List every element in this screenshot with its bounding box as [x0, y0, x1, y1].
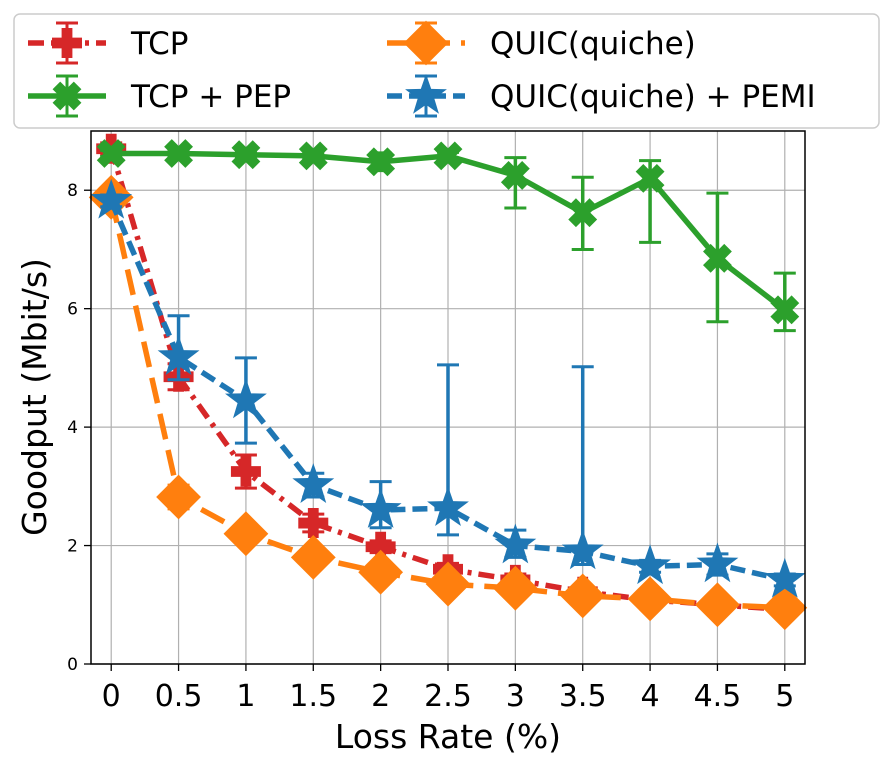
- legend-marker: [403, 20, 449, 66]
- x-tick-label: 2: [371, 679, 390, 714]
- legend-label: TCP: [130, 26, 188, 62]
- legend: TCP QUIC(quiche) TCP + PEP QUIC(quiche) + P…: [13, 13, 880, 129]
- data-point: [762, 585, 808, 631]
- data-point: [298, 141, 328, 171]
- x-tick-label: 2.5: [424, 679, 472, 714]
- y-tick-label: 8: [67, 181, 78, 201]
- y-tick-label: 6: [67, 300, 78, 320]
- data-point: [561, 529, 604, 570]
- x-tick-label: 3.5: [559, 679, 607, 714]
- data-point: [635, 163, 665, 193]
- data-point: [695, 582, 740, 628]
- x-tick-label: 5: [775, 679, 794, 714]
- data-point: [90, 178, 133, 219]
- legend-marker: [405, 74, 447, 114]
- data-point: [365, 531, 396, 562]
- data-point: [225, 378, 267, 419]
- x-tick-label: 1.5: [289, 679, 337, 714]
- x-tick-label: 4.5: [694, 679, 742, 714]
- data-point: [157, 335, 200, 376]
- data-point: [223, 511, 269, 557]
- data-point: [703, 243, 732, 273]
- legend-entry: QUIC(quiche) + PEMI: [387, 74, 816, 118]
- legend-marker: [52, 81, 82, 111]
- y-axis-label: Goodput (Mbit/s): [15, 258, 54, 536]
- data-point: [696, 542, 739, 583]
- data-point: [156, 474, 201, 520]
- data-point: [627, 576, 673, 622]
- data-point: [96, 139, 126, 168]
- y-tick-label: 4: [67, 418, 78, 438]
- x-tick-label: 1: [236, 679, 255, 714]
- data-point: [425, 561, 471, 607]
- data-point: [366, 147, 396, 177]
- x-tick-label: 0: [102, 679, 121, 714]
- data-point: [492, 565, 538, 611]
- data-point: [494, 523, 537, 564]
- series-quic-quiche-: [88, 174, 808, 631]
- series-quic-quiche-pemi: [90, 178, 806, 598]
- legend-entry: TCP + PEP: [28, 74, 291, 118]
- data-point: [298, 508, 329, 539]
- legend-box: [13, 13, 880, 129]
- x-tick-label: 4: [641, 679, 660, 714]
- data-point: [763, 557, 806, 598]
- data-point: [164, 139, 193, 168]
- series-tcp-pep: [96, 139, 800, 333]
- axis-ticks: 0 0.5 1 1.5 2 2.5 3 3.5 4 4.5 5 0 2 4 6 8: [67, 181, 794, 714]
- data-point: [770, 295, 800, 325]
- data-point: [359, 488, 402, 528]
- legend-label: QUIC(quiche): [490, 26, 696, 62]
- legend-entry: QUIC(quiche): [387, 20, 696, 66]
- series-layer: [88, 133, 808, 631]
- data-point: [230, 456, 261, 487]
- y-tick-label: 0: [67, 655, 78, 675]
- data-point: [500, 160, 530, 190]
- legend-label: QUIC(quiche) + PEMI: [490, 79, 816, 115]
- data-point: [433, 141, 463, 171]
- data-point: [292, 463, 335, 503]
- data-point: [231, 140, 261, 170]
- legend-marker: [52, 28, 82, 58]
- legend-entry: TCP: [28, 21, 188, 65]
- data-point: [290, 535, 336, 580]
- data-point: [427, 486, 469, 527]
- data-point: [629, 544, 671, 585]
- x-tick-label: 3: [506, 679, 525, 714]
- legend-label: TCP + PEP: [130, 79, 291, 115]
- data-point: [358, 549, 404, 595]
- x-axis-label: Loss Rate (%): [335, 717, 561, 756]
- y-tick-label: 2: [67, 537, 78, 557]
- x-tick-label: 0.5: [155, 679, 203, 714]
- data-point: [560, 573, 606, 619]
- data-point: [568, 198, 598, 228]
